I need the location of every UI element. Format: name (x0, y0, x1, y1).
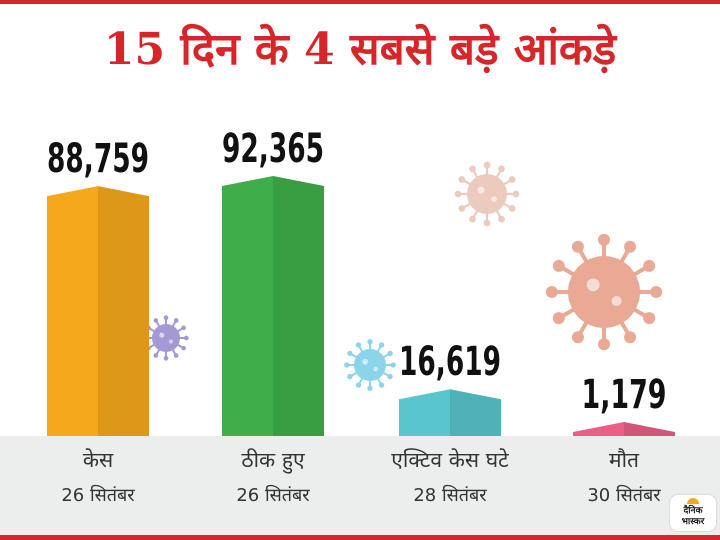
chart-title: 15 दिन के 4 सबसे बड़े आंकड़े (103, 24, 617, 75)
value-label: 88,759 (47, 136, 149, 182)
bar-face-left (399, 389, 450, 436)
dainik-bhaskar-logo: दैनिक भास्कर (670, 495, 716, 531)
value-label: 16,619 (399, 339, 501, 385)
logo-line-2: भास्कर (681, 517, 705, 527)
category-label: मौत 30 सितंबर (539, 446, 709, 508)
bar-3 (399, 389, 501, 436)
category-name: केस (82, 448, 114, 472)
virus-icon-blue (344, 339, 396, 391)
bar-1 (47, 186, 149, 436)
category-strip (0, 436, 720, 535)
bar-4 (573, 422, 675, 436)
virus-icon-salmon (545, 233, 663, 351)
category-name: एक्टिव केस घटे (391, 448, 509, 472)
logo-line-1: दैनिक (683, 506, 703, 516)
category-date: 26 सितंबर (236, 485, 310, 506)
bar-2 (222, 175, 324, 436)
category-name: ठीक हुए (241, 448, 305, 472)
bar-face-right (273, 175, 324, 436)
bar-face-left (222, 175, 273, 436)
category-label: केस 26 सितंबर (13, 446, 183, 508)
category-date: 28 सितंबर (413, 485, 487, 506)
top-rule (0, 0, 720, 4)
bottom-rule (0, 535, 720, 540)
logo-sun-icon (687, 498, 699, 504)
bar-face-right (98, 186, 149, 436)
bar-face-right (450, 389, 501, 436)
bar-face-right (624, 422, 675, 436)
virus-icon-purple (143, 315, 189, 361)
virus-icon-beige (454, 161, 520, 227)
category-label: एक्टिव केस घटे 28 सितंबर (365, 446, 535, 508)
value-label: 92,365 (222, 126, 324, 172)
category-name: मौत (609, 448, 639, 472)
category-date: 26 सितंबर (61, 485, 135, 506)
category-label: ठीक हुए 26 सितंबर (188, 446, 358, 508)
value-label: 1,179 (582, 372, 667, 418)
category-date: 30 सितंबर (587, 485, 661, 506)
bar-face-left (573, 422, 624, 436)
bar-face-left (47, 186, 98, 436)
